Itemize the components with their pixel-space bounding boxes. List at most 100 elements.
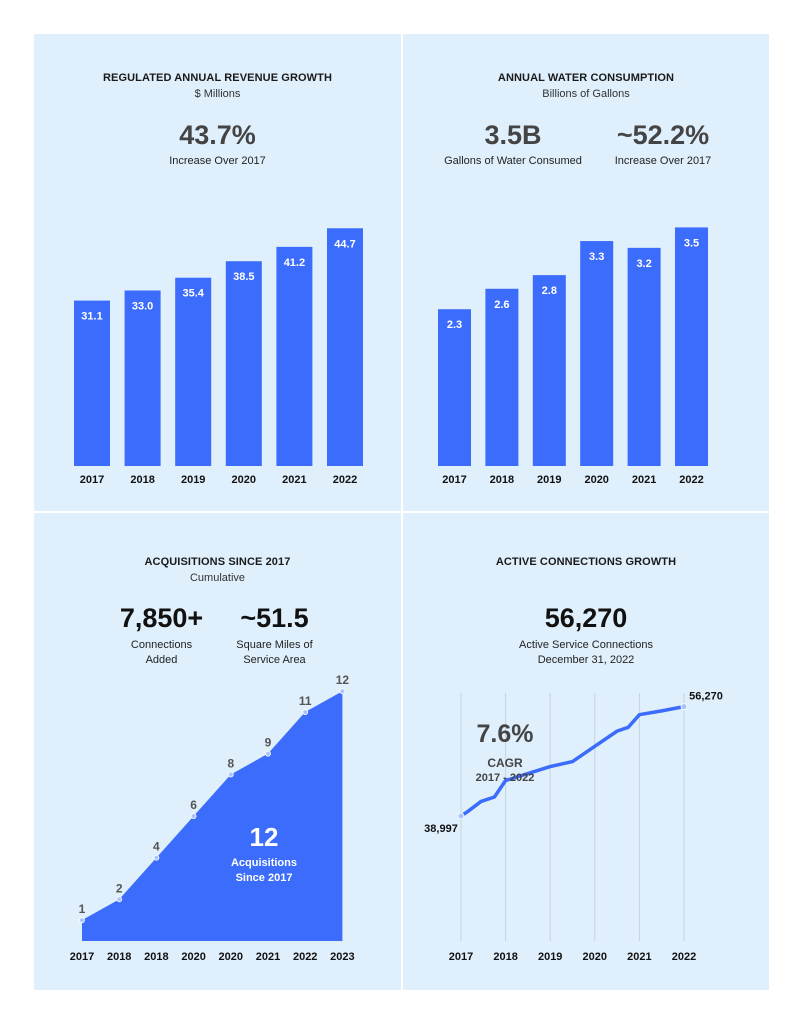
acquisitions-title: ACQUISITIONS SINCE 2017 — [144, 556, 291, 568]
cagr-value: 7.6% — [476, 720, 534, 748]
acquisitions-subtitle: Cumulative — [189, 572, 246, 584]
water-bar-chart: 2.3 2017 2.6 2018 2.8 2019 3.3 2020 3.2 2021 3.5 20… — [438, 227, 708, 486]
revenue-x-label: 2018 — [130, 474, 154, 486]
water-x-label: 2019 — [537, 474, 561, 486]
cagr-period: 2017 - 2022 — [475, 772, 535, 784]
water-bar — [485, 288, 519, 466]
water-value-label: 2.8 — [542, 285, 557, 297]
revenue-x-label: 2020 — [232, 474, 256, 486]
acquisitions-kpi1-value: 7,850+ — [119, 603, 204, 633]
acquisitions-point — [265, 750, 271, 757]
acquisitions-point — [116, 896, 123, 903]
acquisitions-kpi1-label-line2: Added — [145, 654, 178, 666]
acquisitions-x-label: 2022 — [293, 951, 317, 963]
connections-line — [459, 704, 686, 818]
revenue-bar — [124, 290, 161, 466]
water-x-label: 2018 — [490, 474, 514, 486]
connections-x-label: 2022 — [672, 951, 696, 963]
revenue-x-label: 2017 — [80, 474, 104, 486]
acquisitions-x-label: 2017 — [70, 951, 94, 963]
water-bar — [532, 275, 566, 466]
water-kpi1-value: 3.5B — [484, 120, 542, 150]
acquisitions-point — [227, 771, 234, 778]
acquisitions-point-label: 8 — [227, 756, 234, 770]
revenue-value-label: 38.5 — [233, 271, 254, 283]
revenue-value-label: 35.4 — [182, 288, 204, 300]
acquisitions-area — [82, 691, 343, 941]
acquisitions-kpi1-label: Connections Added — [99, 638, 224, 668]
water-value-label: 2.3 — [447, 319, 462, 331]
acquisitions-kpi2-value: ~51.5 — [240, 603, 309, 633]
connections-x-label: 2019 — [538, 951, 562, 963]
acquisitions-point-label: 9 — [265, 736, 272, 750]
water-x-label: 2021 — [632, 474, 656, 486]
acquisitions-point-label: 6 — [190, 798, 197, 812]
revenue-kpi-label: Increase Over 2017 — [169, 155, 266, 167]
acquisitions-point-label: 4 — [153, 840, 160, 854]
revenue-bar-chart: 31.1 2017 33.0 2018 35.4 2019 38.5 2020 41.2 2021… — [74, 228, 363, 486]
acquisitions-x-label: 2018 — [144, 951, 168, 963]
water-bar — [675, 227, 708, 466]
revenue-bar — [225, 261, 262, 466]
connections-kpi-label-line1: Active Service Connections — [519, 639, 653, 651]
acquisitions-kpi2-label-line2: Service Area — [243, 654, 306, 666]
acquisitions-point — [153, 854, 160, 861]
revenue-bar — [327, 228, 363, 466]
connections-kpi-label: Active Service Connections December 31, … — [403, 638, 769, 668]
revenue-title: REGULATED ANNUAL REVENUE GROWTH — [102, 72, 332, 84]
connections-point — [457, 812, 465, 820]
water-value-label: 2.6 — [494, 299, 509, 311]
connections-line-chart: 2017 2018 2019 2020 2021 2022 38,997 56,270 — [424, 691, 723, 963]
acquisitions-point-label: 11 — [299, 694, 312, 708]
revenue-bar — [276, 246, 313, 466]
acquisitions-kpi2-label-line1: Square Miles of — [236, 639, 313, 651]
water-bar — [627, 247, 661, 466]
connections-panel: ACTIVE CONNECTIONS GROWTH 56,270 Active … — [403, 513, 769, 990]
connections-x-label: 2017 — [449, 951, 473, 963]
water-bar — [438, 309, 471, 466]
connections-x-label: 2020 — [583, 951, 607, 963]
cagr-label: CAGR — [487, 756, 523, 770]
acquisitions-kpi2-label: Square Miles of Service Area — [212, 638, 337, 668]
connections-start-label: 38,997 — [424, 823, 458, 835]
acquisitions-overlay-line2: Since 2017 — [235, 872, 293, 884]
water-value-label: 3.2 — [636, 258, 651, 270]
revenue-value-label: 41.2 — [284, 257, 305, 269]
water-x-label: 2020 — [584, 474, 608, 486]
water-kpi1-label: Gallons of Water Consumed — [444, 155, 582, 167]
water-subtitle: Billions of Gallons — [542, 88, 630, 100]
revenue-bar — [74, 300, 110, 466]
revenue-value-label: 33.0 — [132, 300, 153, 312]
connections-x-label: 2018 — [493, 951, 517, 963]
acquisitions-point-label: 12 — [336, 673, 350, 687]
acquisitions-x-label: 2020 — [181, 951, 205, 963]
water-kpi2-label: Increase Over 2017 — [614, 155, 712, 167]
revenue-x-label: 2022 — [333, 474, 357, 486]
revenue-kpi-value: 43.7% — [179, 120, 256, 150]
revenue-panel: REGULATED ANNUAL REVENUE GROWTH $ Millio… — [34, 34, 401, 511]
water-x-label: 2017 — [442, 474, 466, 486]
cagr-block: 7.6% CAGR 2017 - 2022 — [445, 718, 565, 786]
acquisitions-point — [302, 709, 309, 715]
water-bar — [580, 241, 614, 466]
water-value-label: 3.5 — [684, 237, 699, 249]
acquisitions-x-label: 2018 — [107, 951, 131, 963]
acquisitions-x-label: 2021 — [256, 951, 280, 963]
water-value-label: 3.3 — [589, 251, 604, 263]
acquisitions-point — [190, 813, 197, 820]
revenue-x-label: 2019 — [181, 474, 205, 486]
revenue-bar — [175, 277, 212, 466]
acquisitions-point — [339, 688, 346, 695]
water-x-label: 2022 — [679, 474, 703, 486]
connections-point — [680, 703, 688, 711]
revenue-value-label: 31.1 — [81, 311, 102, 323]
connections-kpi-label-line2: December 31, 2022 — [537, 654, 635, 666]
acquisitions-x-label: 2023 — [330, 951, 354, 963]
connections-x-label: 2021 — [627, 951, 651, 963]
acquisitions-overlay: 12 Acquisitions Since 2017 — [204, 821, 324, 886]
horizontal-divider — [34, 511, 769, 513]
connections-kpi-value: 56,270 — [544, 603, 628, 633]
revenue-value-label: 44.7 — [334, 238, 355, 250]
acquisitions-kpi1-label-line1: Connections — [130, 639, 193, 651]
